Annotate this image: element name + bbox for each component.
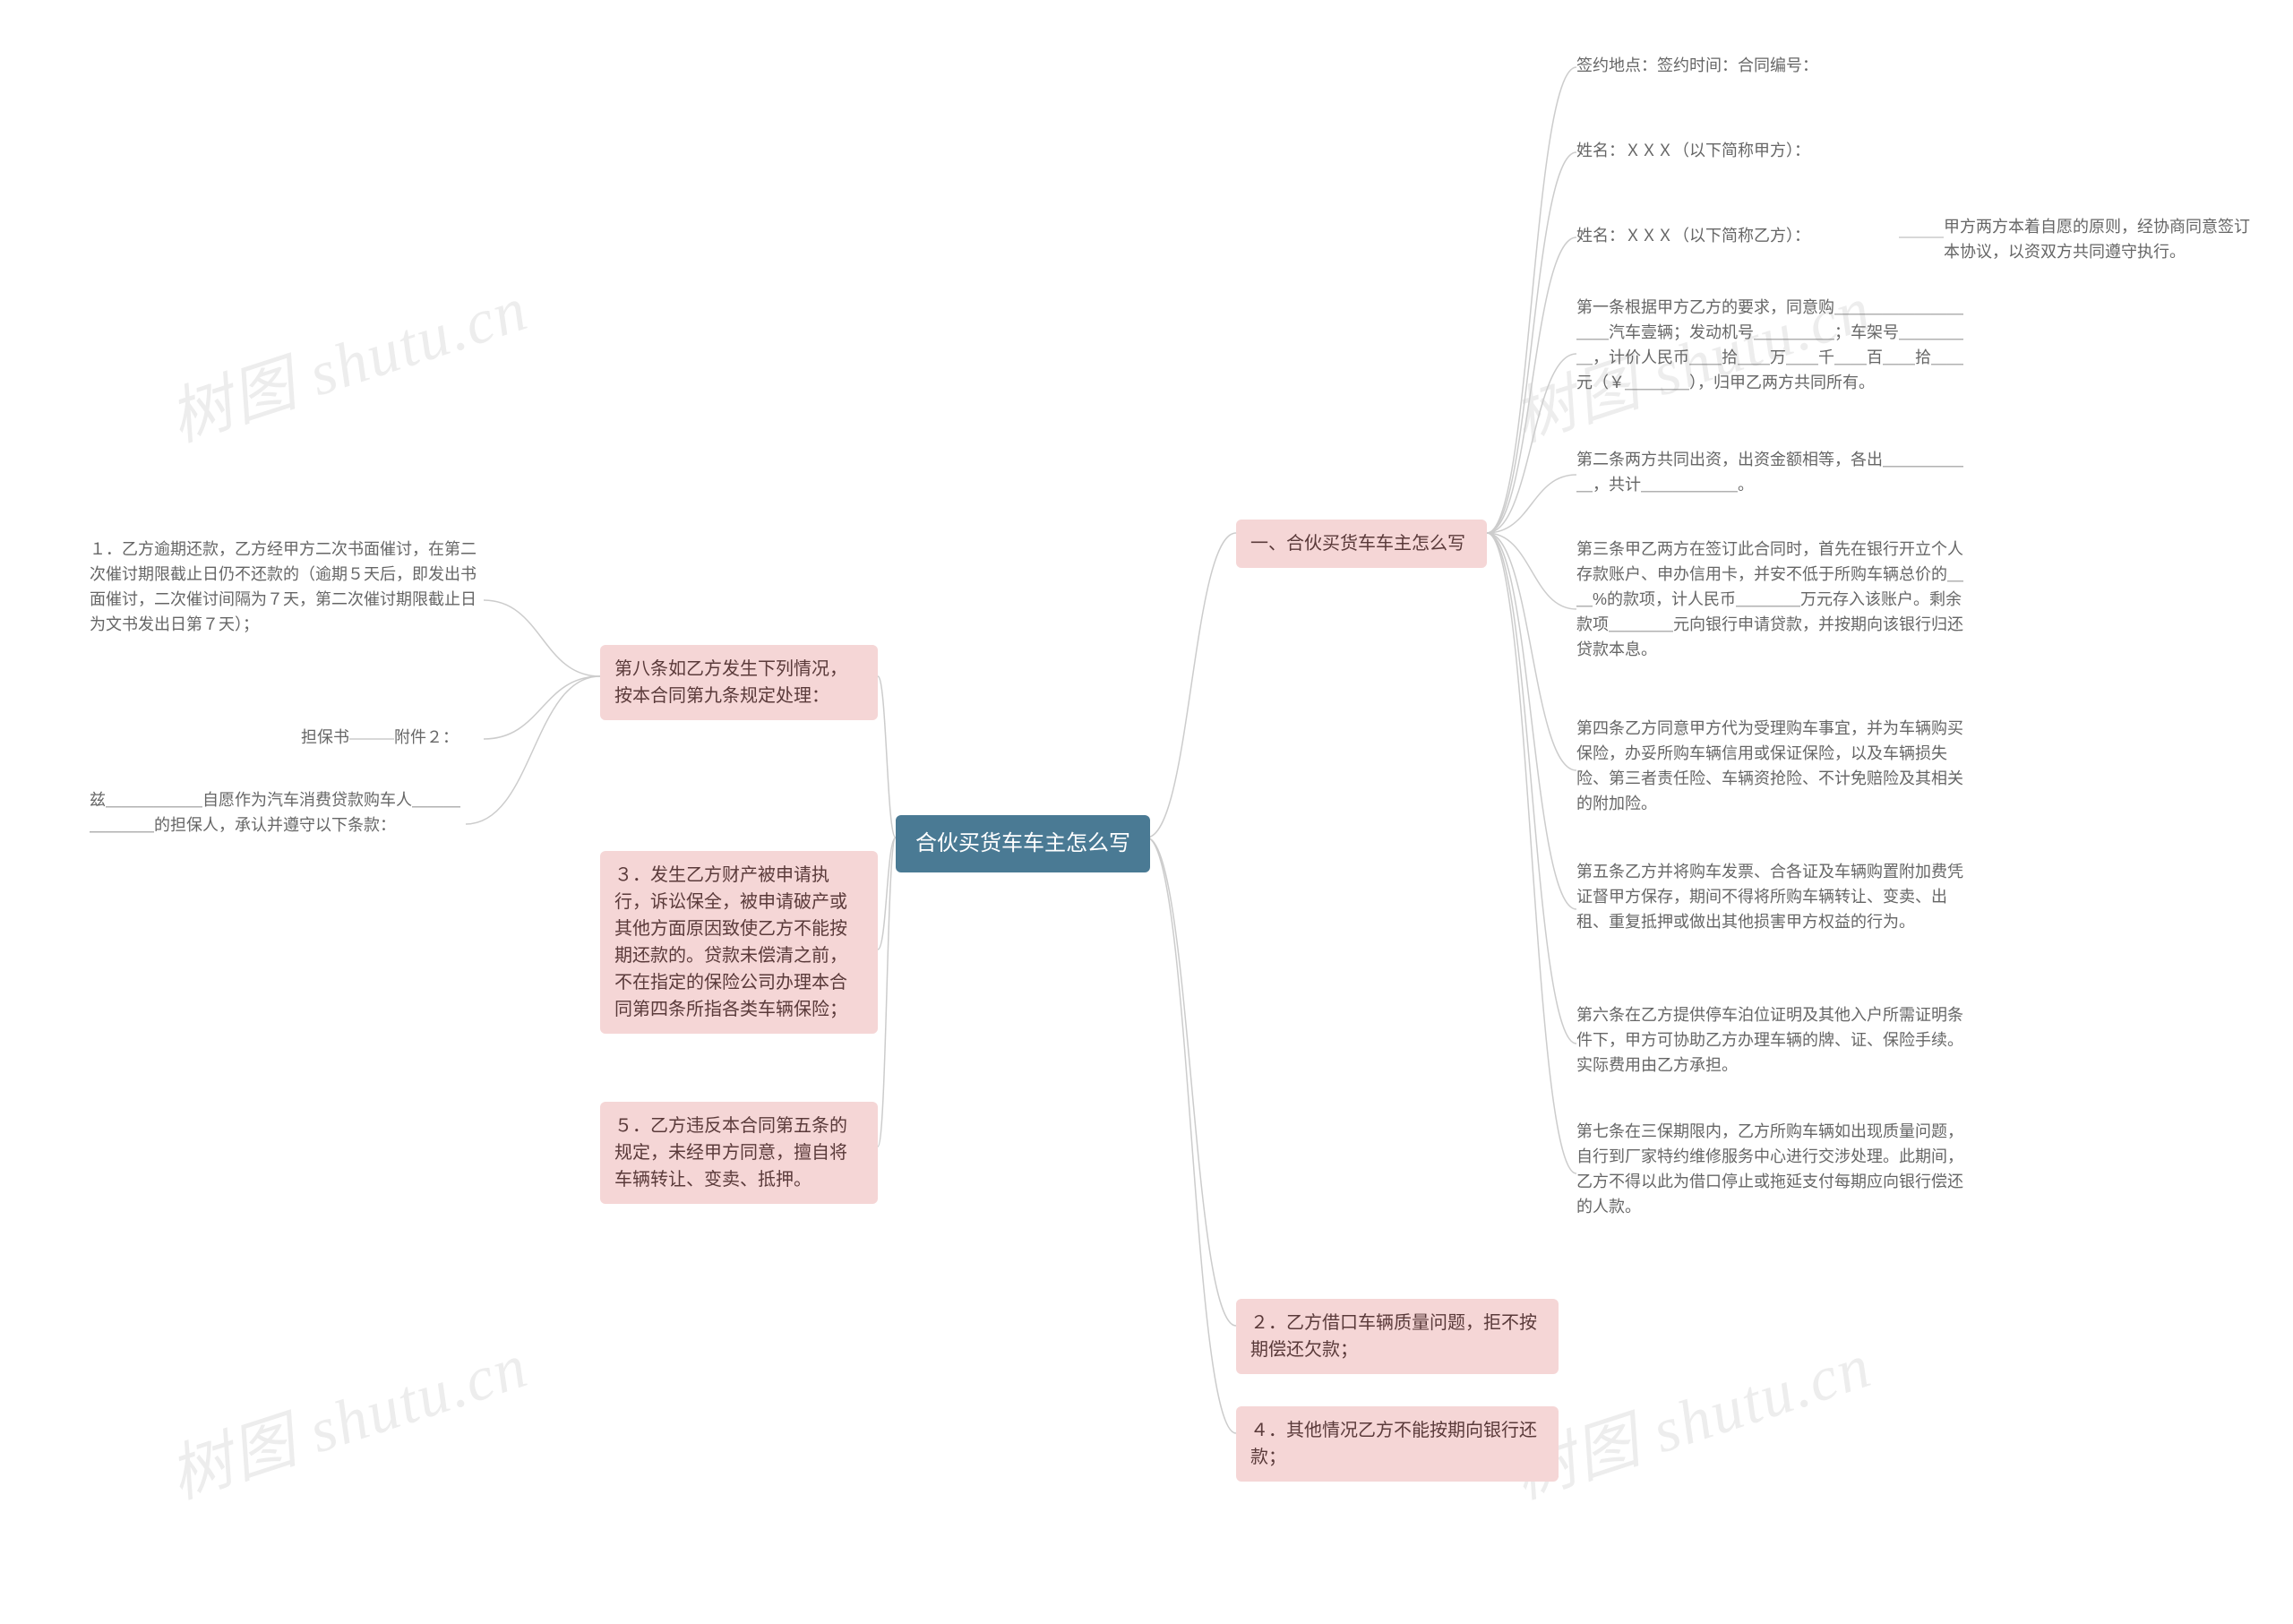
leaf-node: 第五条乙方并将购车发票、合各证及车辆购置附加费凭证督甲方保存，期间不得将所购车辆…	[1576, 860, 1971, 935]
watermark: 树图 shutu.cn	[157, 1315, 538, 1516]
clause-node[interactable]: ２．乙方借口车辆质量问题，拒不按期偿还欠款；	[1236, 1299, 1559, 1374]
leaf-node: 姓名：ＸＸＸ（以下简称乙方）：	[1576, 224, 1899, 249]
leaf-node: 姓名：ＸＸＸ（以下简称甲方）：	[1576, 139, 1962, 164]
leaf-node: 第四条乙方同意甲方代为受理购车事宜，并为车辆购买保险，办妥所购车辆信用或保证保险…	[1576, 717, 1971, 817]
leaf-node: 签约地点：签约时间：合同编号：	[1576, 54, 1962, 79]
leaf-node: 第三条甲乙两方在签订此合同时，首先在银行开立个人存款账户、申办信用卡，并安不低于…	[1576, 537, 1971, 662]
clause-node[interactable]: ４．其他情况乙方不能按期向银行还款；	[1236, 1406, 1559, 1482]
leaf-node: １．乙方逾期还款，乙方经甲方二次书面催讨，在第二次催讨期限截止日仍不还款的（逾期…	[90, 537, 484, 638]
clause-node[interactable]: 第八条如乙方发生下列情况，按本合同第九条规定处理：	[600, 645, 878, 720]
mindmap-canvas: 树图 shutu.cn 树图 shutu.cn 树图 shutu.cn 树图 s…	[0, 0, 2293, 1624]
clause-node[interactable]: ５．乙方违反本合同第五条的规定，未经甲方同意，擅自将车辆转让、变卖、抵押。	[600, 1102, 878, 1204]
leaf-node: 担保书	[269, 726, 349, 751]
leaf-node: 甲方两方本着自愿的原则，经协商同意签订本协议，以资双方共同遵守执行。	[1944, 215, 2257, 265]
leaf-node: 第七条在三保期限内，乙方所购车辆如出现质量问题，自行到厂家特约维修服务中心进行交…	[1576, 1120, 1971, 1220]
leaf-node: 第一条根据甲方乙方的要求，同意购＿＿＿＿＿＿＿＿＿＿汽车壹辆；发动机号＿＿＿＿＿…	[1576, 296, 1971, 396]
leaf-node: 附件２：	[394, 726, 484, 751]
leaf-node: 第六条在乙方提供停车泊位证明及其他入户所需证明条件下，甲方可协助乙方办理车辆的牌…	[1576, 1003, 1971, 1078]
leaf-node: 兹＿＿＿＿＿＿自愿作为汽车消费贷款购车人＿＿＿＿＿＿＿的担保人，承认并遵守以下条…	[90, 788, 466, 838]
section-node[interactable]: 一、合伙买货车车主怎么写	[1236, 520, 1487, 568]
leaf-node: 第二条两方共同出资，出资金额相等，各出＿＿＿＿＿＿，共计＿＿＿＿＿＿。	[1576, 448, 1971, 498]
watermark: 树图 shutu.cn	[157, 258, 538, 459]
clause-node[interactable]: ３．发生乙方财产被申请执行，诉讼保全，被申请破产或其他方面原因致使乙方不能按期还…	[600, 851, 878, 1034]
root-node[interactable]: 合伙买货车车主怎么写	[896, 815, 1150, 872]
